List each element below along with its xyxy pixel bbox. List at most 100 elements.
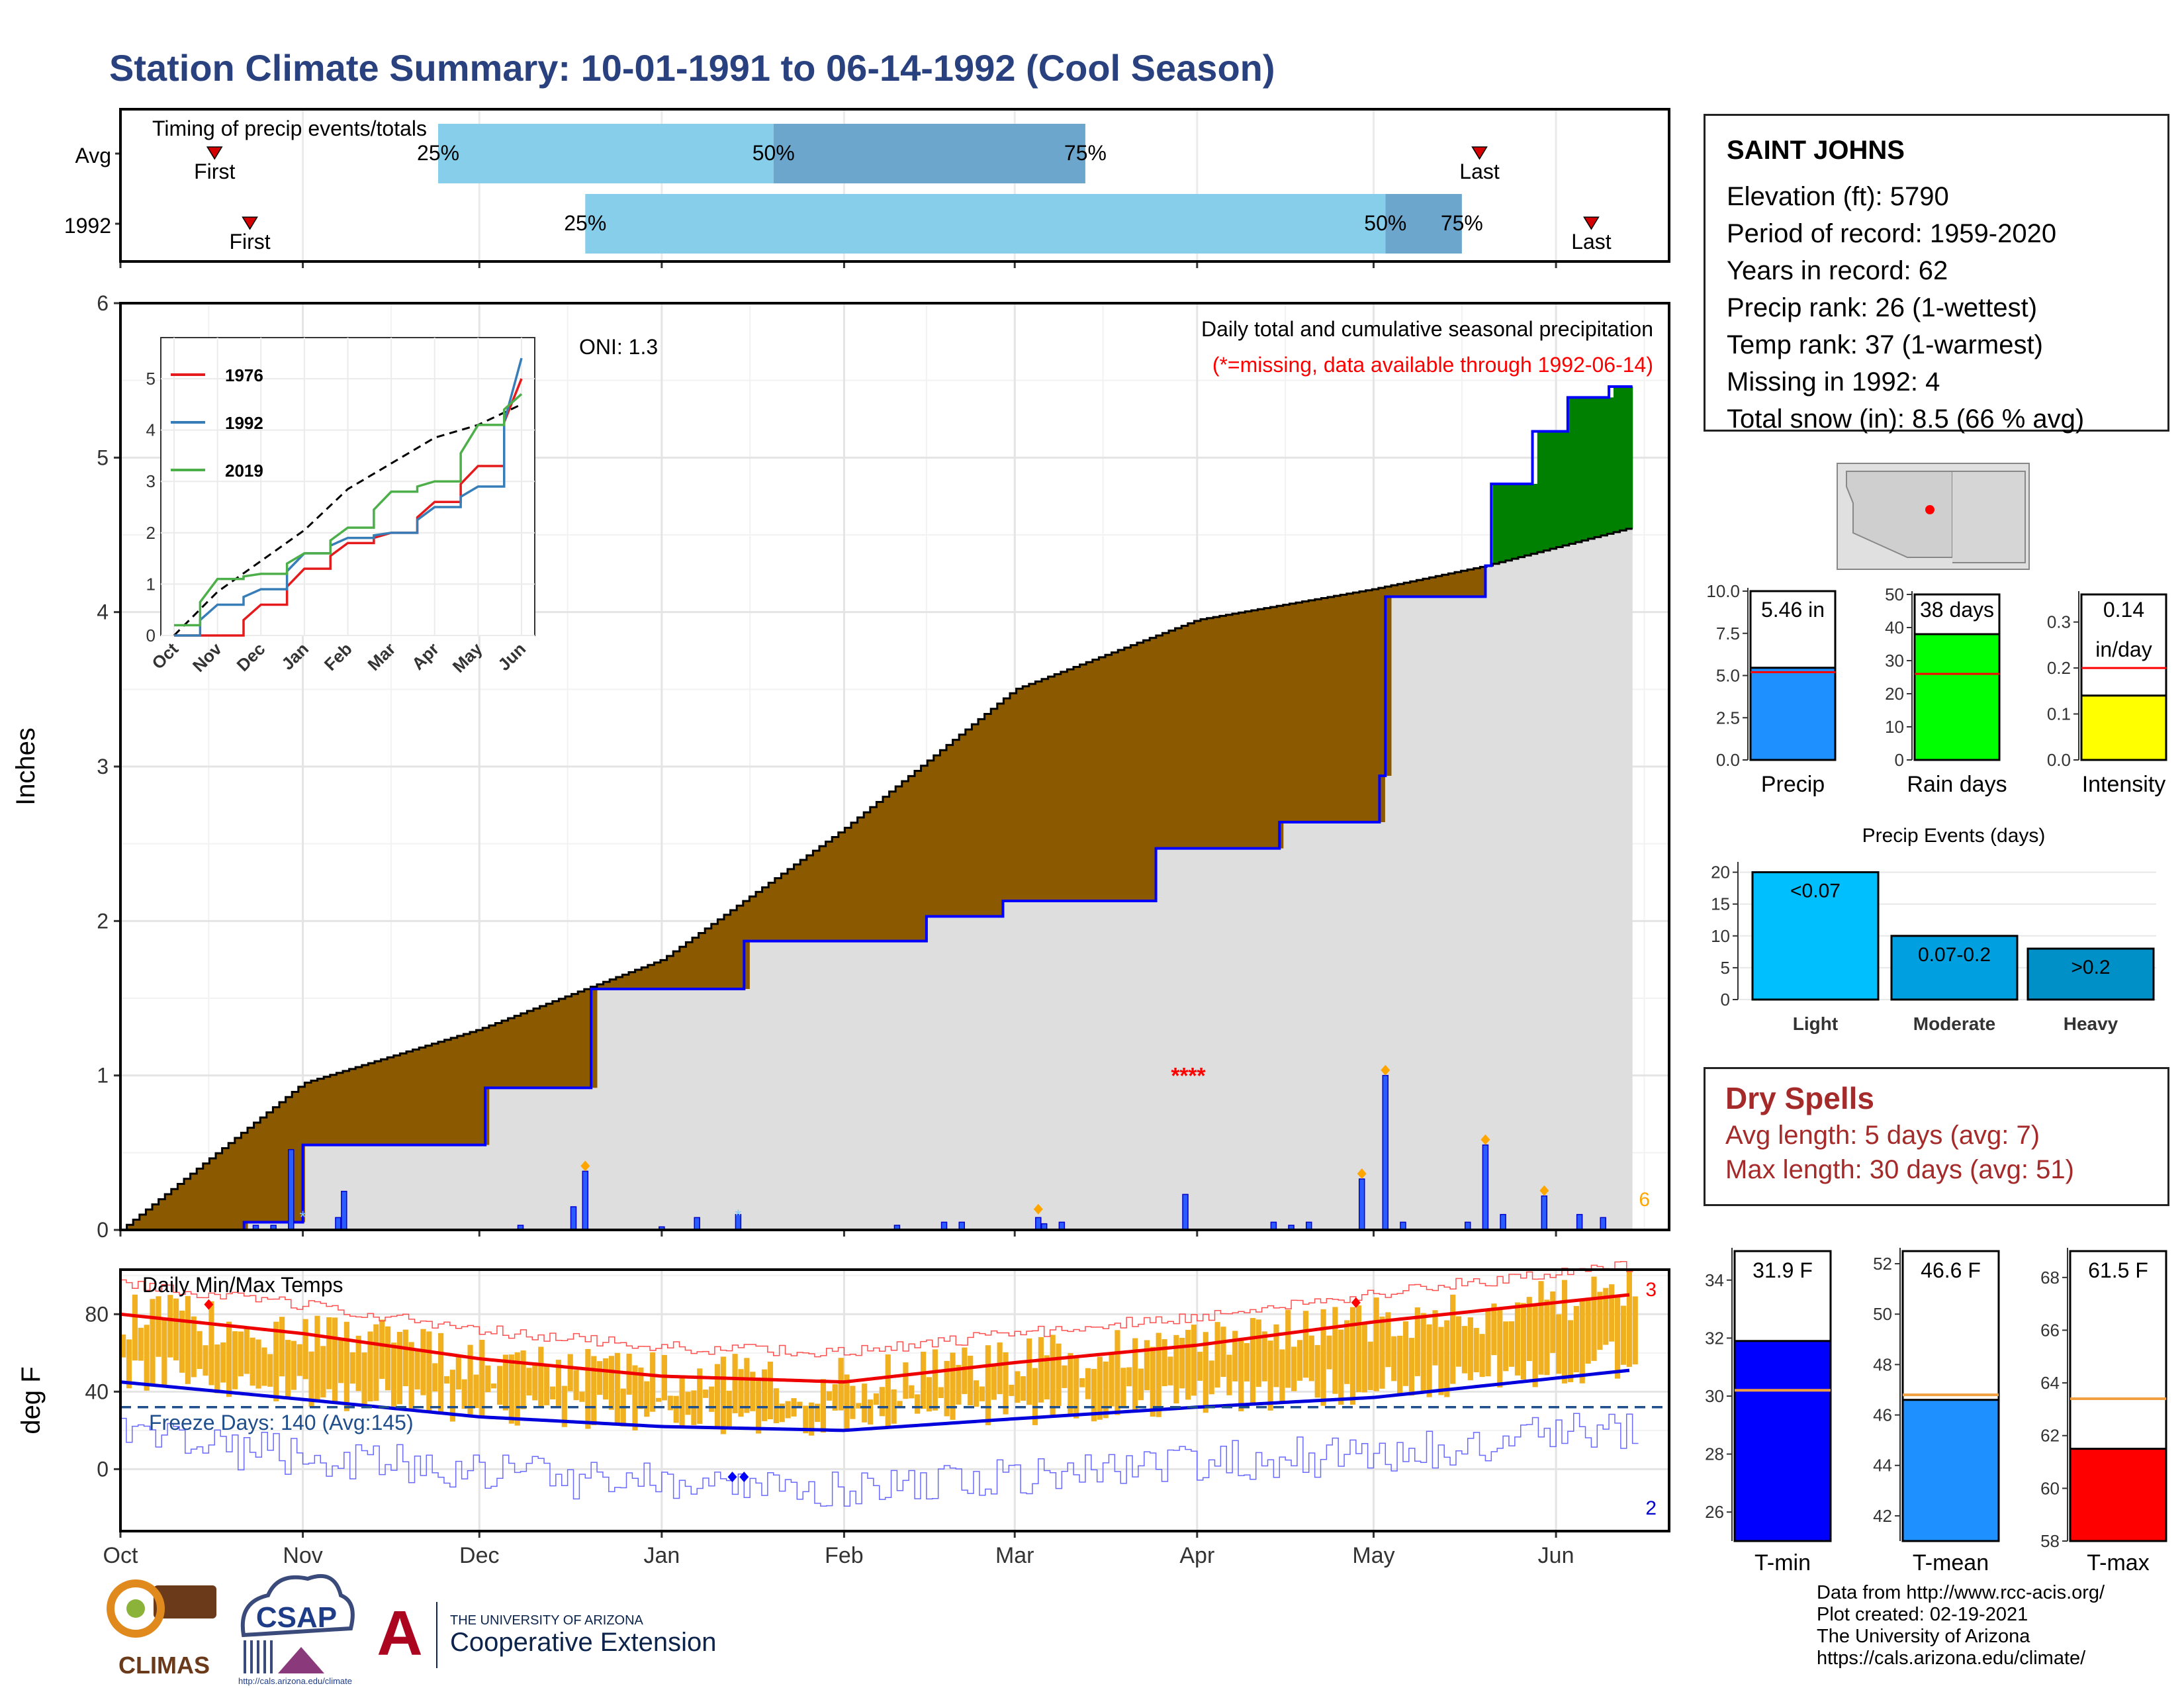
events-tick-label: 10	[1711, 926, 1730, 946]
timing-first-marker	[242, 216, 258, 230]
temp-daily-bar	[956, 1364, 962, 1405]
temp-daily-bar	[414, 1350, 420, 1390]
temp-daily-bar	[1632, 1296, 1638, 1365]
timing-first-marker	[206, 146, 223, 160]
temp-daily-bar	[703, 1389, 709, 1398]
temp-daily-bar	[361, 1352, 367, 1407]
temp-daily-bar	[549, 1386, 556, 1400]
station-info-box: SAINT JOHNS Elevation (ft): 5790 Period …	[1704, 114, 2169, 434]
temp-bar-tick-label: 30	[1705, 1386, 1724, 1406]
snow-marker: *	[735, 1205, 741, 1225]
temp-daily-bar	[1420, 1313, 1426, 1392]
mini-bar-tick-label: 0	[1895, 750, 1904, 770]
temp-daily-bar	[1150, 1346, 1156, 1417]
snow-marker: *	[300, 1207, 306, 1227]
station-years: Years in record: 62	[1727, 256, 1948, 285]
inset-legend-label: 1976	[225, 365, 263, 385]
temp-x-tick-label: Nov	[283, 1543, 322, 1568]
temp-daily-bar	[602, 1358, 609, 1400]
temp-daily-bar	[1214, 1322, 1220, 1388]
temp-daily-bar	[632, 1365, 638, 1430]
precip-daily-bar	[570, 1206, 577, 1231]
temp-daily-bar	[573, 1370, 579, 1401]
temp-y-axis-label: deg F	[17, 1366, 46, 1434]
temp-daily-bar	[244, 1327, 250, 1374]
temp-x-tick-label: Dec	[459, 1543, 499, 1568]
temp-daily-bar	[638, 1367, 644, 1409]
temp-daily-bar	[491, 1383, 497, 1389]
precip-daily-bar	[1182, 1194, 1189, 1231]
temp-bar-tick-label: 60	[2040, 1478, 2060, 1498]
temp-daily-bar	[1603, 1288, 1609, 1345]
temp-daily-bar	[608, 1356, 615, 1410]
inset-y-tick-label: 4	[146, 420, 156, 440]
temp-daily-bar	[1144, 1340, 1150, 1391]
mini-bar-tick-label: 30	[1885, 651, 1904, 671]
precip-daily-bar	[1035, 1217, 1042, 1231]
timing-last-label: Last	[1571, 230, 1612, 254]
map-new-mexico-shape	[1952, 471, 2026, 563]
temp-corner-top: 3	[1645, 1279, 1657, 1301]
temp-daily-bar	[555, 1360, 562, 1406]
temp-daily-bar	[761, 1369, 768, 1421]
mini-bar-tick-label: 20	[1885, 684, 1904, 704]
temp-daily-bar	[1491, 1303, 1497, 1356]
temp-daily-bar	[673, 1395, 679, 1423]
temp-daily-bar	[991, 1364, 997, 1400]
temp-daily-bar	[1520, 1303, 1526, 1380]
temp-daily-bar	[985, 1345, 991, 1425]
temp-daily-bar	[1179, 1337, 1185, 1389]
temp-daily-bar	[614, 1352, 620, 1426]
temp-daily-bar	[1526, 1297, 1532, 1362]
credits: Data from http://www.rcc-acis.org/ Plot …	[1817, 1582, 2105, 1669]
temp-daily-bar	[1579, 1299, 1585, 1383]
temp-daily-bar	[1044, 1355, 1050, 1400]
temp-daily-bar	[179, 1310, 185, 1373]
temp-daily-bar	[803, 1405, 809, 1434]
temp-bar-tick-label: 48	[1873, 1354, 1892, 1374]
events-tick-label: 0	[1721, 990, 1730, 1009]
temp-daily-bar	[685, 1391, 691, 1415]
temp-daily-bar	[697, 1368, 703, 1424]
temp-daily-bar	[120, 1334, 126, 1358]
missing-data-marker: *	[1179, 1064, 1189, 1089]
temp-daily-bar	[1056, 1343, 1062, 1406]
inset-y-tick-label: 5	[146, 369, 156, 389]
station-period: Period of record: 1959-2020	[1727, 219, 2057, 248]
temp-daily-bar	[420, 1329, 426, 1395]
precip-avg-cumulative-line	[120, 528, 1633, 1231]
temp-daily-bar	[1450, 1294, 1456, 1384]
temp-daily-bar	[508, 1354, 514, 1424]
temp-avg-high-line	[120, 1293, 1630, 1384]
inset-series-line	[174, 378, 523, 637]
temp-daily-bar	[1414, 1307, 1420, 1376]
temp-bar-tick-label: 64	[2040, 1373, 2060, 1393]
temp-y-tick-label: 80	[85, 1302, 109, 1326]
temp-daily-bar	[1426, 1324, 1432, 1397]
temp-daily-bar	[862, 1383, 868, 1423]
temp-daily-bar	[885, 1354, 891, 1427]
event-bar-label: <0.07	[1790, 880, 1841, 902]
temp-daily-bar	[1532, 1306, 1538, 1387]
temp-daily-bar	[1514, 1302, 1521, 1376]
temp-bar-tick-label: 68	[2040, 1268, 2060, 1288]
temp-daily-bar	[1238, 1340, 1244, 1411]
temp-daily-bar	[461, 1379, 467, 1409]
temp-daily-bar	[567, 1354, 573, 1391]
temp-daily-bar	[1173, 1335, 1179, 1404]
dry-spells-title: Dry Spells	[1725, 1081, 1874, 1115]
temp-daily-bar	[1302, 1311, 1309, 1378]
dry-spells-box: Dry Spells Avg length: 5 days (avg: 7) M…	[1704, 1067, 2169, 1206]
temp-daily-bars	[120, 1270, 1638, 1436]
precip-daily-bar	[341, 1190, 347, 1231]
temp-daily-bar	[750, 1372, 756, 1411]
event-category-label: Heavy	[2064, 1013, 2118, 1034]
temp-daily-bar	[1367, 1341, 1373, 1390]
events-tick-label: 20	[1711, 863, 1730, 882]
temp-daily-bar	[708, 1386, 715, 1412]
temp-panel-border	[119, 1268, 1670, 1532]
temp-daily-bar	[738, 1369, 744, 1417]
precip-daily-bar	[1482, 1144, 1489, 1231]
temp-daily-bar	[443, 1376, 450, 1384]
temp-daily-bar	[520, 1350, 526, 1409]
